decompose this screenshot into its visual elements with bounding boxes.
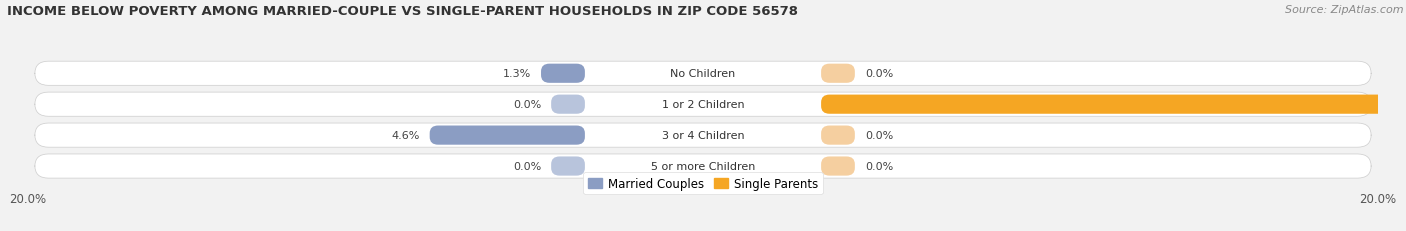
Text: 3 or 4 Children: 3 or 4 Children <box>662 131 744 140</box>
Text: 1 or 2 Children: 1 or 2 Children <box>662 100 744 110</box>
Text: 0.0%: 0.0% <box>865 161 893 171</box>
Text: 1.3%: 1.3% <box>503 69 531 79</box>
Text: INCOME BELOW POVERTY AMONG MARRIED-COUPLE VS SINGLE-PARENT HOUSEHOLDS IN ZIP COD: INCOME BELOW POVERTY AMONG MARRIED-COUPL… <box>7 5 799 18</box>
Text: 5 or more Children: 5 or more Children <box>651 161 755 171</box>
Text: Source: ZipAtlas.com: Source: ZipAtlas.com <box>1285 5 1403 15</box>
FancyBboxPatch shape <box>430 126 585 145</box>
Text: No Children: No Children <box>671 69 735 79</box>
FancyBboxPatch shape <box>35 93 1371 117</box>
FancyBboxPatch shape <box>551 95 585 114</box>
FancyBboxPatch shape <box>541 64 585 83</box>
FancyBboxPatch shape <box>35 62 1371 86</box>
Text: 0.0%: 0.0% <box>513 100 541 110</box>
Legend: Married Couples, Single Parents: Married Couples, Single Parents <box>583 172 823 195</box>
Text: 4.6%: 4.6% <box>391 131 419 140</box>
FancyBboxPatch shape <box>35 124 1371 148</box>
FancyBboxPatch shape <box>35 154 1371 178</box>
FancyBboxPatch shape <box>821 64 855 83</box>
Text: 0.0%: 0.0% <box>865 131 893 140</box>
FancyBboxPatch shape <box>821 95 1406 114</box>
FancyBboxPatch shape <box>821 157 855 176</box>
FancyBboxPatch shape <box>821 126 855 145</box>
FancyBboxPatch shape <box>551 157 585 176</box>
Text: 0.0%: 0.0% <box>865 69 893 79</box>
Text: 0.0%: 0.0% <box>513 161 541 171</box>
